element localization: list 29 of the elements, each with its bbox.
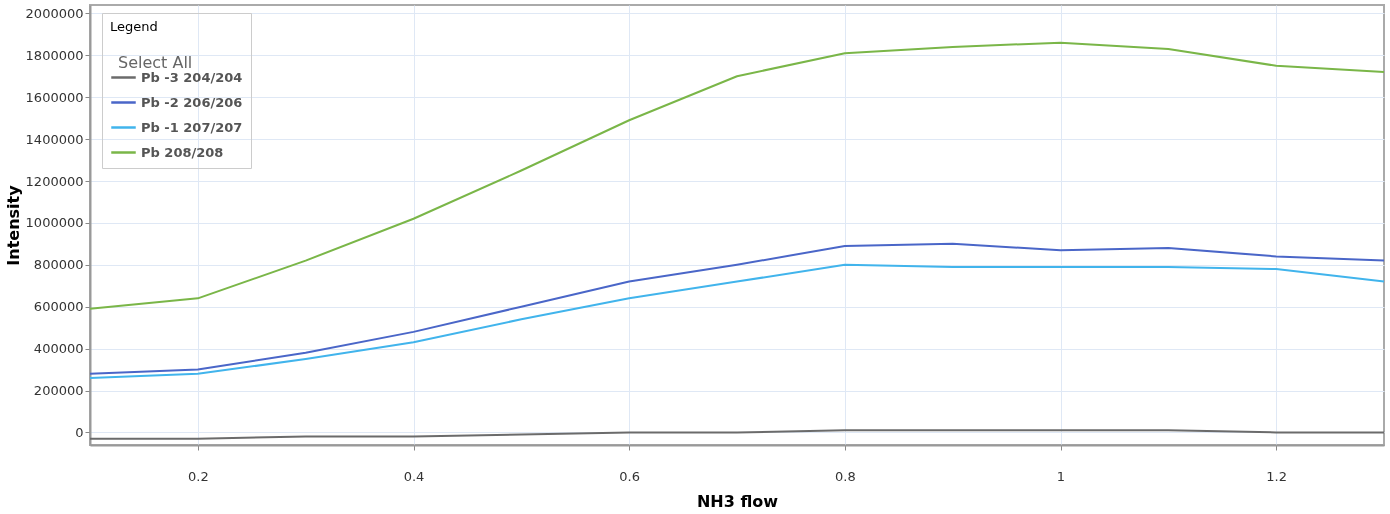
line-series (89, 242, 1385, 375)
x-tick-label: 0.8 (834, 468, 856, 484)
y-tick-label: 800000 (33, 257, 84, 273)
legend-label: Pb -1 207/207 (141, 119, 243, 135)
y-tick-label: 400000 (33, 341, 84, 357)
x-tick-label: 1 (1056, 468, 1066, 484)
line-series (89, 429, 1385, 440)
x-axis-title: NH3 flow (696, 491, 779, 511)
annotation: Select All (118, 52, 193, 72)
y-tick-label: 600000 (33, 299, 84, 315)
legend-label: Pb 208/208 (141, 144, 224, 160)
x-tick-label: 0.6 (619, 468, 641, 484)
y-tick-label: 0 (75, 424, 84, 440)
x-tick-label: 1.2 (1266, 468, 1288, 484)
y-tick-label: 2000000 (25, 5, 84, 21)
legend-label: Pb -2 206/206 (141, 94, 243, 110)
y-tick-label: 200000 (33, 383, 84, 399)
x-tick-label: 0.2 (187, 468, 209, 484)
y-tick-label: 1200000 (25, 173, 84, 189)
y-axis-title: Intensity (3, 184, 23, 266)
legend-title: Legend (110, 19, 158, 34)
y-tick-label: 1600000 (25, 89, 84, 105)
legend-label: Pb -3 204/204 (141, 69, 243, 85)
line-series (89, 263, 1385, 379)
y-tick-label: 1400000 (25, 131, 84, 147)
y-tick-label: 1800000 (25, 47, 84, 63)
line-series (89, 41, 1385, 310)
x-tick-label: 0.4 (403, 468, 425, 484)
y-tick-label: 1000000 (25, 215, 84, 231)
